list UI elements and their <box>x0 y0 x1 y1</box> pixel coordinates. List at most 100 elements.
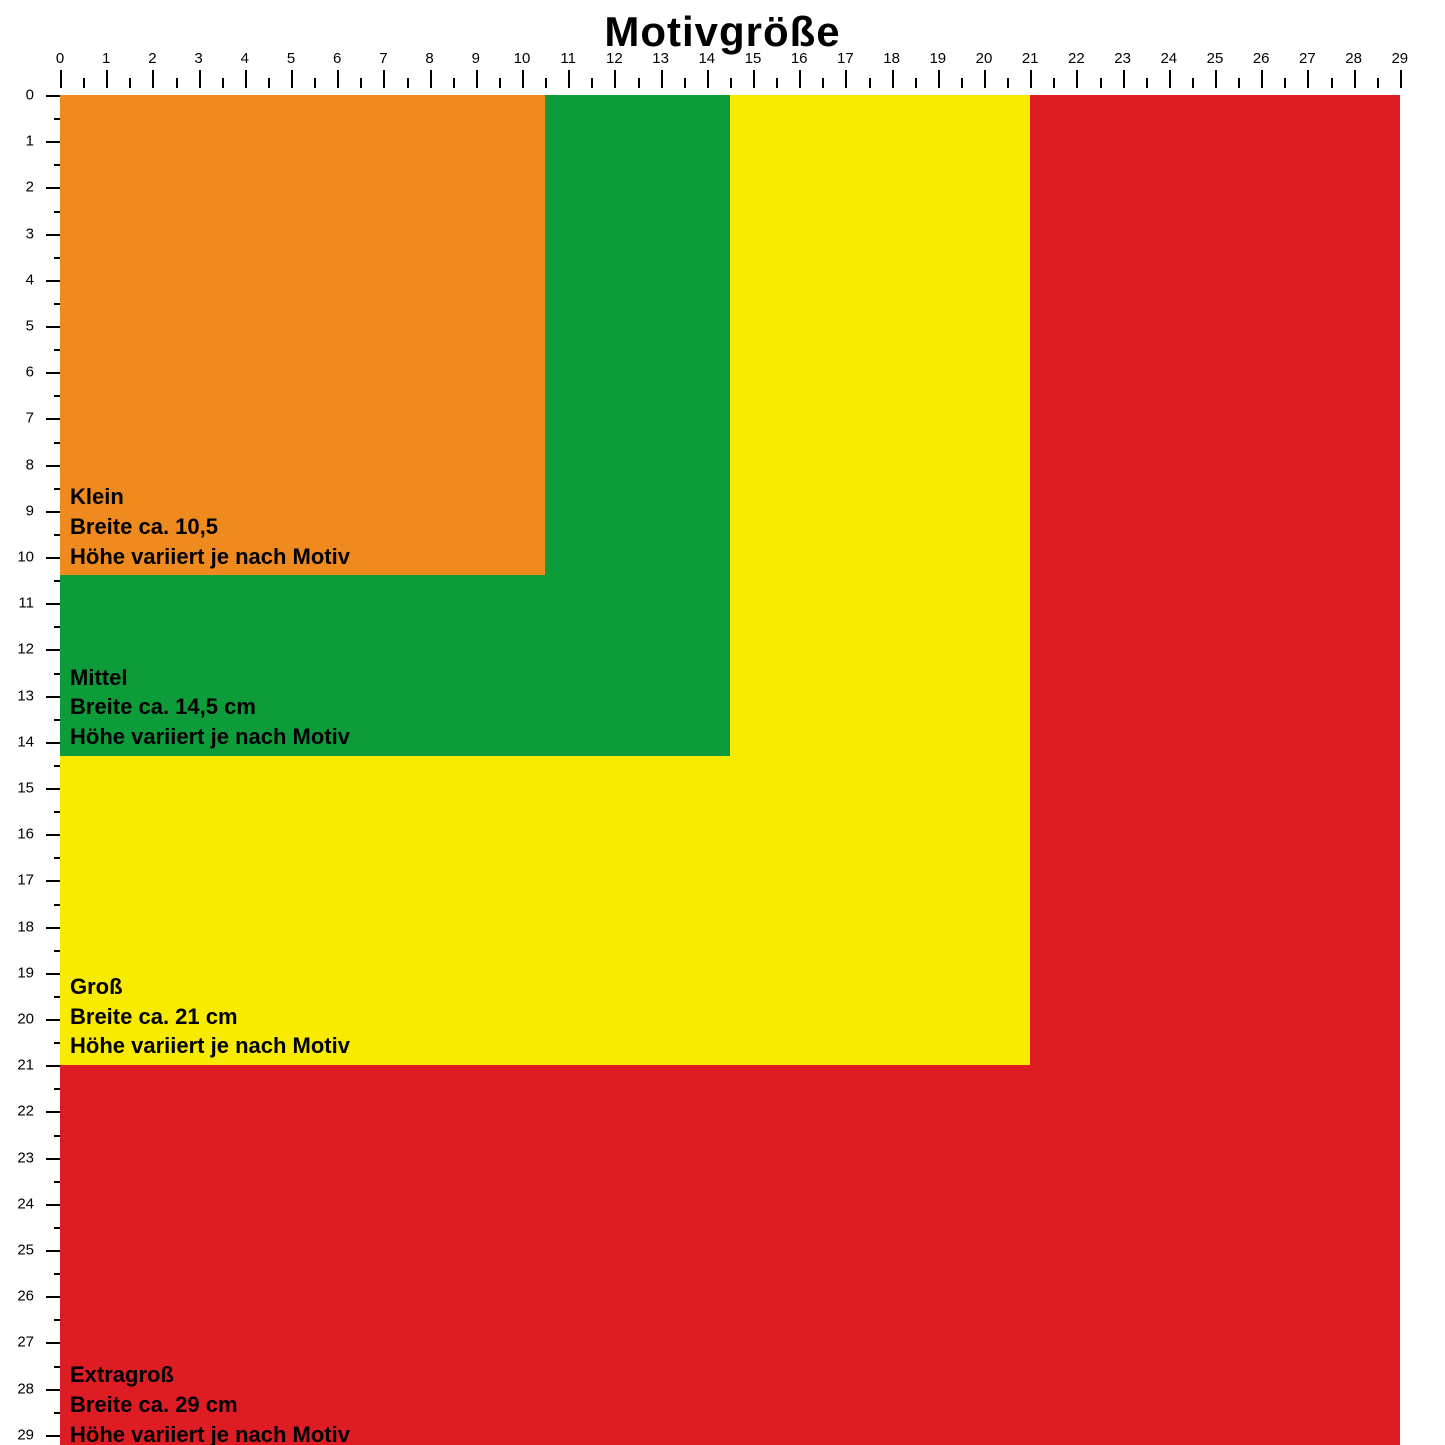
ruler-h-minor <box>684 78 686 88</box>
ruler-h-label: 20 <box>976 50 993 67</box>
ruler-v-label: 29 <box>6 1426 34 1443</box>
ruler-h-minor <box>360 78 362 88</box>
ruler-v-label: 19 <box>6 964 34 981</box>
ruler-h-label: 26 <box>1253 50 1270 67</box>
ruler-h-tick <box>1261 70 1263 88</box>
size-label-line: Höhe variiert je nach Motiv <box>70 1420 350 1445</box>
size-label-line: Höhe variiert je nach Motiv <box>70 722 350 752</box>
ruler-h-minor <box>1100 78 1102 88</box>
ruler-v-label: 18 <box>6 918 34 935</box>
ruler-h-minor <box>222 78 224 88</box>
ruler-h-minor <box>83 78 85 88</box>
ruler-h-label: 23 <box>1114 50 1131 67</box>
ruler-h-label: 14 <box>698 50 715 67</box>
size-label-line: Groß <box>70 972 350 1002</box>
ruler-h-tick <box>938 70 940 88</box>
size-label-line: Breite ca. 29 cm <box>70 1390 350 1420</box>
ruler-h-tick <box>753 70 755 88</box>
ruler-h-minor <box>1331 78 1333 88</box>
ruler-v-label: 5 <box>6 318 34 335</box>
ruler-h-label: 25 <box>1207 50 1224 67</box>
ruler-h-tick <box>199 70 201 88</box>
ruler-h-tick <box>614 70 616 88</box>
ruler-h-tick <box>245 70 247 88</box>
ruler-h-label: 10 <box>514 50 531 67</box>
size-label-line: Mittel <box>70 663 350 693</box>
ruler-h-minor <box>1192 78 1194 88</box>
size-label-mittel: MittelBreite ca. 14,5 cmHöhe variiert je… <box>70 663 350 752</box>
ruler-h-minor <box>1146 78 1148 88</box>
ruler-h-tick <box>1076 70 1078 88</box>
ruler-h-tick <box>476 70 478 88</box>
ruler-v-label: 8 <box>6 456 34 473</box>
ruler-h-minor <box>268 78 270 88</box>
size-label-line: Extragroß <box>70 1360 350 1390</box>
ruler-h-minor <box>176 78 178 88</box>
ruler-h-tick <box>892 70 894 88</box>
ruler-v-label: 17 <box>6 872 34 889</box>
ruler-h-tick <box>845 70 847 88</box>
ruler-h-minor <box>776 78 778 88</box>
ruler-h-minor <box>638 78 640 88</box>
ruler-h-label: 11 <box>560 50 576 67</box>
ruler-h-minor <box>453 78 455 88</box>
ruler-h-label: 7 <box>379 50 387 67</box>
ruler-v-label: 14 <box>6 733 34 750</box>
ruler-h-label: 0 <box>56 50 64 67</box>
ruler-h-tick <box>337 70 339 88</box>
ruler-h-tick <box>1030 70 1032 88</box>
ruler-h-minor <box>822 78 824 88</box>
ruler-h-label: 16 <box>791 50 808 67</box>
ruler-v-label: 26 <box>6 1288 34 1305</box>
ruler-h-label: 6 <box>333 50 341 67</box>
size-label-line: Höhe variiert je nach Motiv <box>70 1031 350 1061</box>
ruler-h-tick <box>1169 70 1171 88</box>
ruler-h-tick <box>661 70 663 88</box>
ruler-h-tick <box>1400 70 1402 88</box>
ruler-h-label: 19 <box>929 50 946 67</box>
ruler-h-label: 8 <box>425 50 433 67</box>
ruler-h-minor <box>915 78 917 88</box>
ruler-h-minor <box>869 78 871 88</box>
ruler-h-label: 21 <box>1022 50 1039 67</box>
ruler-v-label: 12 <box>6 641 34 658</box>
ruler-v-label: 25 <box>6 1242 34 1259</box>
ruler-h-tick <box>707 70 709 88</box>
ruler-h-label: 2 <box>148 50 156 67</box>
ruler-v-label: 23 <box>6 1149 34 1166</box>
ruler-h-label: 22 <box>1068 50 1085 67</box>
ruler-h-label: 24 <box>1160 50 1177 67</box>
ruler-h-label: 29 <box>1391 50 1408 67</box>
ruler-v-label: 15 <box>6 780 34 797</box>
size-label-klein: KleinBreite ca. 10,5Höhe variiert je nac… <box>70 482 350 571</box>
ruler-h-minor <box>1377 78 1379 88</box>
ruler-h-label: 1 <box>102 50 110 67</box>
ruler-v-label: 2 <box>6 179 34 196</box>
ruler-h-tick <box>383 70 385 88</box>
size-label-groß: GroßBreite ca. 21 cmHöhe variiert je nac… <box>70 972 350 1061</box>
ruler-h-minor <box>1053 78 1055 88</box>
size-label-line: Breite ca. 21 cm <box>70 1002 350 1032</box>
size-label-extragroß: ExtragroßBreite ca. 29 cmHöhe variiert j… <box>70 1360 350 1445</box>
ruler-h-label: 12 <box>606 50 623 67</box>
ruler-h-tick <box>152 70 154 88</box>
ruler-h-tick <box>984 70 986 88</box>
ruler-v-label: 9 <box>6 502 34 519</box>
size-label-line: Breite ca. 14,5 cm <box>70 692 350 722</box>
ruler-h-tick <box>522 70 524 88</box>
ruler-h-minor <box>591 78 593 88</box>
chart-area: ExtragroßBreite ca. 29 cmHöhe variiert j… <box>60 95 1418 1445</box>
ruler-v-label: 20 <box>6 1011 34 1028</box>
size-label-line: Klein <box>70 482 350 512</box>
ruler-v-label: 28 <box>6 1380 34 1397</box>
ruler-v-label: 21 <box>6 1057 34 1074</box>
ruler-h-minor <box>407 78 409 88</box>
ruler-v-label: 4 <box>6 271 34 288</box>
ruler-v-label: 6 <box>6 364 34 381</box>
ruler-h-minor <box>961 78 963 88</box>
size-label-line: Höhe variiert je nach Motiv <box>70 542 350 572</box>
ruler-h-tick <box>568 70 570 88</box>
ruler-h-tick <box>291 70 293 88</box>
diagram-title: Motivgröße <box>0 8 1445 56</box>
ruler-h-tick <box>1215 70 1217 88</box>
